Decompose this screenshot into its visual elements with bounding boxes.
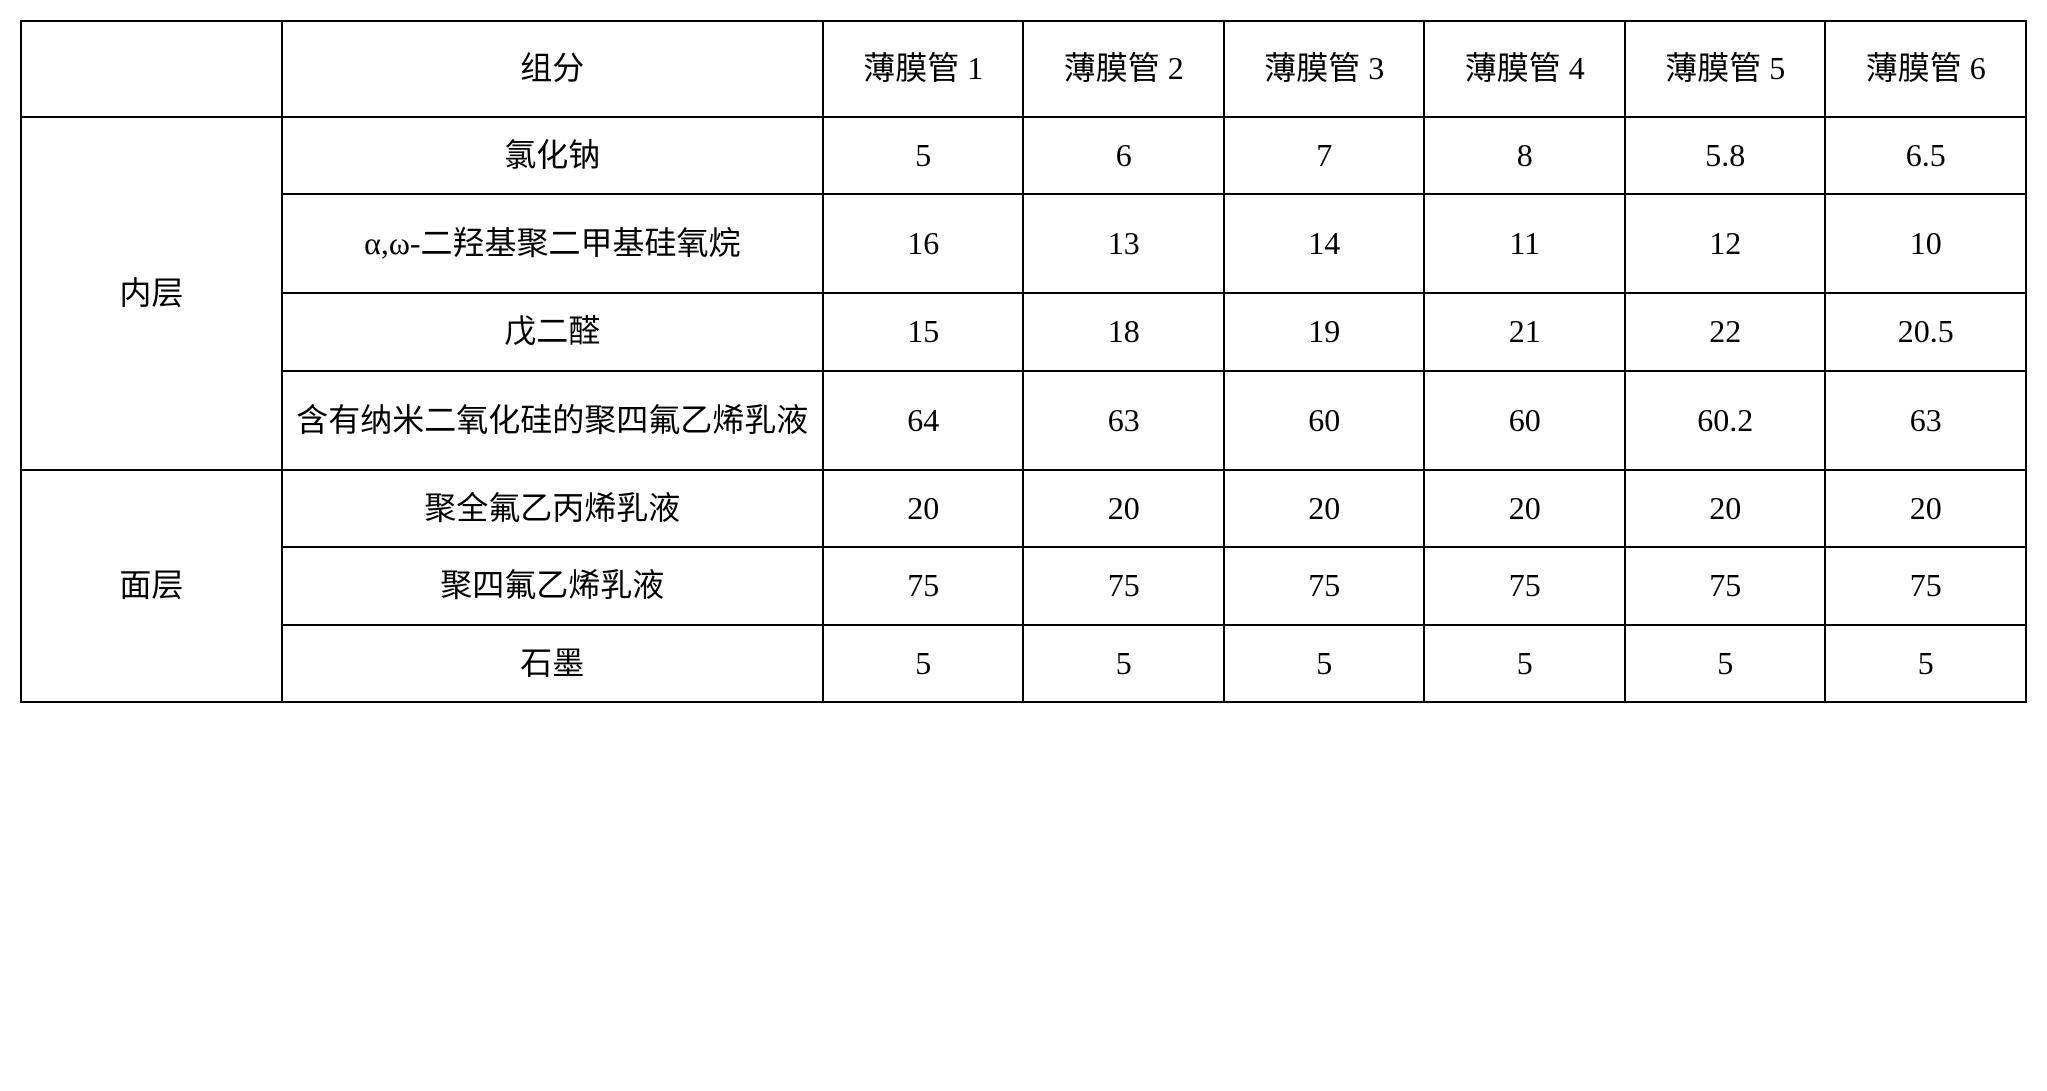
data-cell: 15 bbox=[823, 293, 1024, 370]
data-cell: 7 bbox=[1224, 117, 1425, 194]
data-cell: 5 bbox=[1424, 625, 1625, 702]
data-cell: 19 bbox=[1224, 293, 1425, 370]
data-cell: 75 bbox=[1224, 547, 1425, 624]
data-cell: 10 bbox=[1825, 194, 2026, 294]
data-cell: 14 bbox=[1224, 194, 1425, 294]
composition-table: 组分 薄膜管 1 薄膜管 2 薄膜管 3 薄膜管 4 薄膜管 5 薄膜管 6 内… bbox=[20, 20, 2027, 703]
data-cell: 5 bbox=[1224, 625, 1425, 702]
data-cell: 16 bbox=[823, 194, 1024, 294]
table-row: 面层 聚全氟乙丙烯乳液 20 20 20 20 20 20 bbox=[21, 470, 2026, 547]
data-cell: 6.5 bbox=[1825, 117, 2026, 194]
data-cell: 5 bbox=[823, 117, 1024, 194]
component-cell: 聚全氟乙丙烯乳液 bbox=[282, 470, 823, 547]
data-cell: 63 bbox=[1825, 371, 2026, 471]
header-tube-1: 薄膜管 1 bbox=[823, 21, 1024, 117]
data-cell: 75 bbox=[1424, 547, 1625, 624]
data-cell: 11 bbox=[1424, 194, 1625, 294]
data-cell: 22 bbox=[1625, 293, 1826, 370]
data-cell: 21 bbox=[1424, 293, 1625, 370]
data-cell: 75 bbox=[1023, 547, 1224, 624]
data-cell: 75 bbox=[1825, 547, 2026, 624]
header-component-cell: 组分 bbox=[282, 21, 823, 117]
data-cell: 20 bbox=[1224, 470, 1425, 547]
table-row: 石墨 5 5 5 5 5 5 bbox=[21, 625, 2026, 702]
data-cell: 13 bbox=[1023, 194, 1224, 294]
category-cell-inner-layer: 内层 bbox=[21, 117, 282, 471]
category-cell-surface-layer: 面层 bbox=[21, 470, 282, 702]
component-cell: 戊二醛 bbox=[282, 293, 823, 370]
data-cell: 20 bbox=[1023, 470, 1224, 547]
component-cell: 石墨 bbox=[282, 625, 823, 702]
data-cell: 60 bbox=[1224, 371, 1425, 471]
table-row: α,ω-二羟基聚二甲基硅氧烷 16 13 14 11 12 10 bbox=[21, 194, 2026, 294]
header-tube-3: 薄膜管 3 bbox=[1224, 21, 1425, 117]
data-cell: 20.5 bbox=[1825, 293, 2026, 370]
data-cell: 5.8 bbox=[1625, 117, 1826, 194]
table-header-row: 组分 薄膜管 1 薄膜管 2 薄膜管 3 薄膜管 4 薄膜管 5 薄膜管 6 bbox=[21, 21, 2026, 117]
data-cell: 20 bbox=[823, 470, 1024, 547]
header-tube-5: 薄膜管 5 bbox=[1625, 21, 1826, 117]
data-cell: 64 bbox=[823, 371, 1024, 471]
data-cell: 75 bbox=[823, 547, 1024, 624]
component-cell: 聚四氟乙烯乳液 bbox=[282, 547, 823, 624]
table-row: 含有纳米二氧化硅的聚四氟乙烯乳液 64 63 60 60 60.2 63 bbox=[21, 371, 2026, 471]
data-cell: 5 bbox=[823, 625, 1024, 702]
data-cell: 60 bbox=[1424, 371, 1625, 471]
data-cell: 5 bbox=[1825, 625, 2026, 702]
data-cell: 6 bbox=[1023, 117, 1224, 194]
table-row: 戊二醛 15 18 19 21 22 20.5 bbox=[21, 293, 2026, 370]
component-cell: α,ω-二羟基聚二甲基硅氧烷 bbox=[282, 194, 823, 294]
data-cell: 63 bbox=[1023, 371, 1224, 471]
data-cell: 75 bbox=[1625, 547, 1826, 624]
data-cell: 5 bbox=[1625, 625, 1826, 702]
data-cell: 8 bbox=[1424, 117, 1625, 194]
component-cell: 含有纳米二氧化硅的聚四氟乙烯乳液 bbox=[282, 371, 823, 471]
table-row: 聚四氟乙烯乳液 75 75 75 75 75 75 bbox=[21, 547, 2026, 624]
header-tube-4: 薄膜管 4 bbox=[1424, 21, 1625, 117]
component-cell: 氯化钠 bbox=[282, 117, 823, 194]
header-category-cell bbox=[21, 21, 282, 117]
data-cell: 20 bbox=[1424, 470, 1625, 547]
data-cell: 20 bbox=[1825, 470, 2026, 547]
header-tube-2: 薄膜管 2 bbox=[1023, 21, 1224, 117]
data-cell: 12 bbox=[1625, 194, 1826, 294]
data-cell: 18 bbox=[1023, 293, 1224, 370]
table-row: 内层 氯化钠 5 6 7 8 5.8 6.5 bbox=[21, 117, 2026, 194]
data-cell: 60.2 bbox=[1625, 371, 1826, 471]
data-cell: 5 bbox=[1023, 625, 1224, 702]
header-tube-6: 薄膜管 6 bbox=[1825, 21, 2026, 117]
data-cell: 20 bbox=[1625, 470, 1826, 547]
